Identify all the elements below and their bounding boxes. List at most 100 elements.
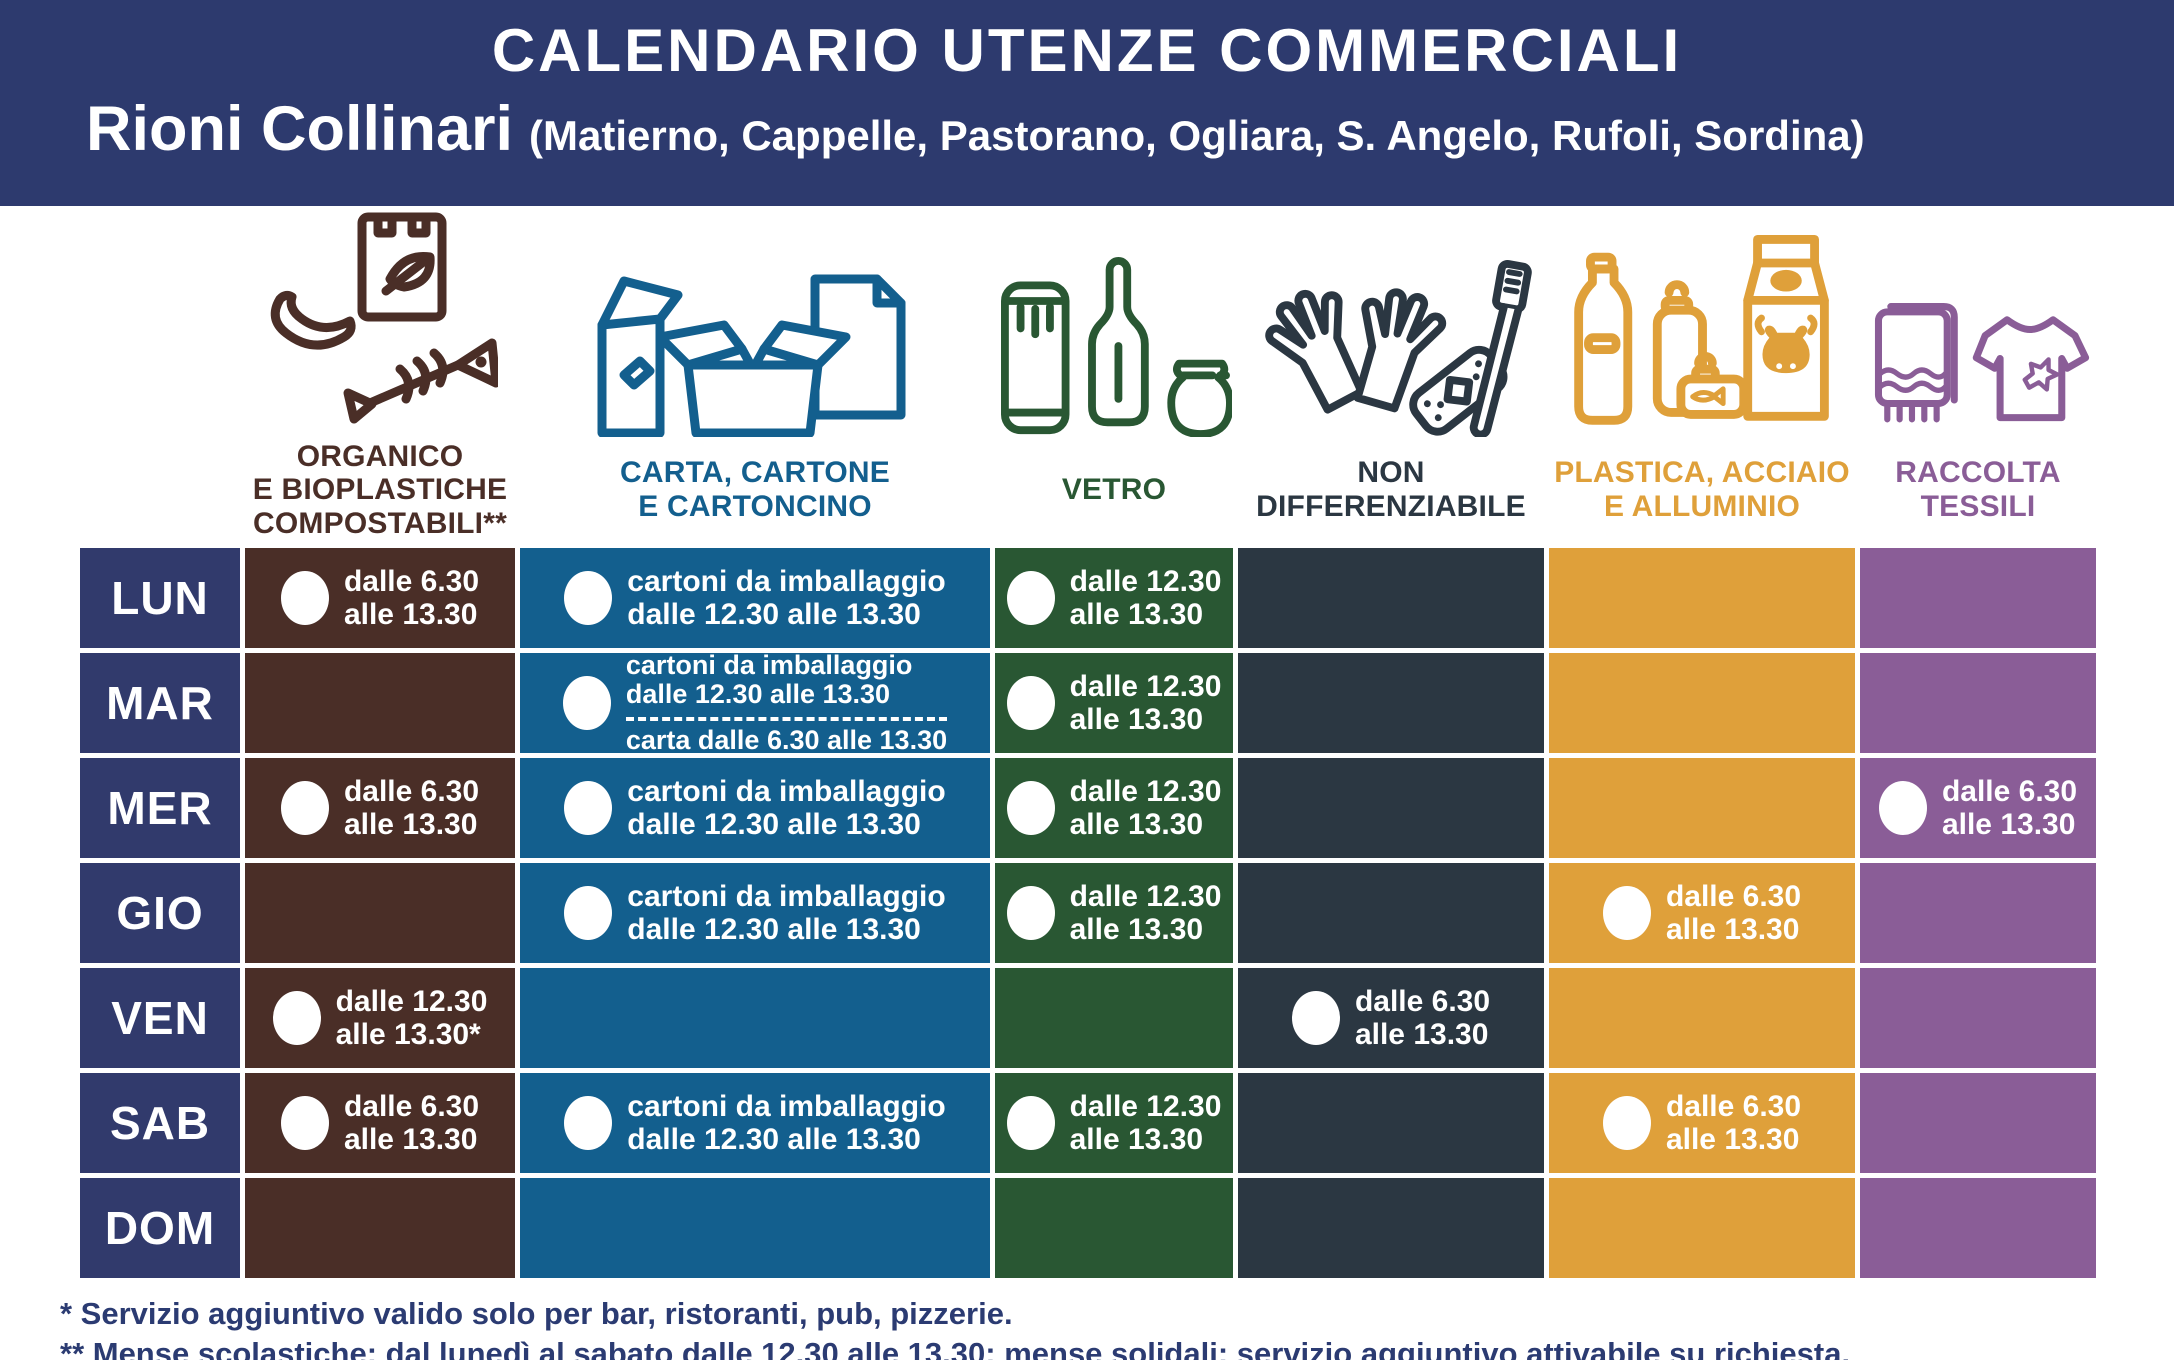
schedule-cell-gio-plastica: dalle 6.30 alle 13.30	[1549, 863, 1855, 963]
category-label-vetro: VETRO	[1061, 473, 1167, 507]
schedule-cell-mer-nondiff	[1238, 758, 1544, 858]
footnote-double-asterisk: ** Mense scolastiche: dal lunedì al saba…	[60, 1336, 1851, 1360]
collection-dot	[1291, 991, 1340, 1045]
schedule-cell-mar-tessili	[1860, 653, 2096, 753]
collection-dot	[564, 781, 613, 835]
schedule-cell-sab-plastica: dalle 6.30 alle 13.30	[1549, 1073, 1855, 1173]
schedule-cell-dom-vetro	[995, 1178, 1233, 1278]
collection-dot	[280, 571, 329, 625]
category-label-carta: CARTA, CARTONE E CARTONCINO	[619, 456, 891, 523]
day-header-sab: SAB	[80, 1073, 240, 1173]
collection-time-text: cartoni da imballaggio dalle 12.30 alle …	[625, 650, 948, 755]
schedule-cell-ven-tessili	[1860, 968, 2096, 1068]
plastic-steel-aluminium-icon	[1555, 206, 1850, 437]
collection-time-text: dalle 6.30 alle 13.30	[1665, 880, 1802, 946]
schedule-cell-gio-carta: cartoni da imballaggio dalle 12.30 alle …	[520, 863, 990, 963]
day-header-dom: DOM	[80, 1178, 240, 1278]
collection-dot	[280, 1096, 329, 1150]
category-labels-row: ORGANICO E BIOPLASTICHE COMPOSTABILI** C…	[80, 434, 2096, 546]
page-title: CALENDARIO UTENZE COMMERCIALI	[491, 17, 1683, 84]
collection-time-text: dalle 6.30 alle 13.30	[1941, 775, 2078, 841]
collection-dot	[1006, 886, 1055, 940]
collection-dot	[1006, 676, 1055, 730]
schedule-cell-gio-vetro: dalle 12.30 alle 13.30	[995, 863, 1233, 963]
schedule-cell-mer-tessili: dalle 6.30 alle 13.30	[1860, 758, 2096, 858]
day-header-lun: LUN	[80, 548, 240, 648]
collection-time-text: dalle 12.30 alle 13.30	[1069, 880, 1222, 946]
day-header-mer: MER	[80, 758, 240, 858]
day-header-ven: VEN	[80, 968, 240, 1068]
schedule-cell-sab-tessili	[1860, 1073, 2096, 1173]
category-label-tessili: RACCOLTA TESSILI	[1895, 456, 2061, 523]
schedule-cell-mer-carta: cartoni da imballaggio dalle 12.30 alle …	[520, 758, 990, 858]
category-label-plastica: PLASTICA, ACCIAIO E ALLUMINIO	[1554, 456, 1850, 523]
schedule-cell-mar-carta: cartoni da imballaggio dalle 12.30 alle …	[520, 650, 990, 755]
collection-time-text: dalle 6.30 alle 13.30	[343, 565, 480, 631]
schedule-cell-lun-tessili	[1860, 548, 2096, 648]
glass-icon	[997, 256, 1232, 437]
collection-dot	[1006, 571, 1055, 625]
schedule-cell-dom-nondiff	[1238, 1178, 1544, 1278]
collection-time-text: cartoni da imballaggio dalle 12.30 alle …	[627, 880, 946, 946]
collection-dot	[564, 886, 613, 940]
schedule-grid: LUN dalle 6.30 alle 13.30 cartoni da imbal…	[80, 548, 2096, 1278]
collection-dot	[564, 571, 613, 625]
schedule-cell-mer-vetro: dalle 12.30 alle 13.30	[995, 758, 1233, 858]
day-header-gio: GIO	[80, 863, 240, 963]
category-label-organico: ORGANICO E BIOPLASTICHE COMPOSTABILI**	[252, 439, 508, 540]
collection-dot	[562, 676, 611, 730]
collection-time-text: dalle 6.30 alle 13.30	[1665, 1090, 1802, 1156]
day-header-mar: MAR	[80, 653, 240, 753]
zone-districts: (Matierno, Cappelle, Pastorano, Ogliara,…	[529, 112, 1865, 159]
zone-line: Rioni Collinari (Matierno, Cappelle, Pas…	[0, 93, 2174, 165]
schedule-cell-lun-carta: cartoni da imballaggio dalle 12.30 alle …	[520, 548, 990, 648]
schedule-cell-sab-organico: dalle 6.30 alle 13.30	[245, 1073, 515, 1173]
schedule-cell-sab-vetro: dalle 12.30 alle 13.30	[995, 1073, 1233, 1173]
schedule-cell-ven-vetro	[995, 968, 1233, 1068]
schedule-cell-mar-nondiff	[1238, 653, 1544, 753]
collection-time-text: cartoni da imballaggio dalle 12.30 alle …	[627, 565, 946, 631]
footnotes: * Servizio aggiuntivo valido solo per ba…	[60, 1294, 2174, 1360]
collection-dot	[1602, 1096, 1651, 1150]
collection-time-text: dalle 12.30 alle 13.30	[1069, 565, 1222, 631]
category-label-non-differenziabile: NON DIFFERENZIABILE	[1256, 456, 1526, 523]
schedule-cell-ven-carta	[520, 968, 990, 1068]
schedule-cell-ven-plastica	[1549, 968, 1855, 1068]
footnote-asterisk: * Servizio aggiuntivo valido solo per ba…	[60, 1296, 1013, 1331]
non-recyclable-icon	[1244, 255, 1539, 437]
schedule-cell-dom-organico	[245, 1178, 515, 1278]
schedule-cell-dom-tessili	[1860, 1178, 2096, 1278]
collection-time-text: dalle 6.30 alle 13.30	[343, 775, 480, 841]
collection-time-text: dalle 6.30 alle 13.30	[1354, 985, 1491, 1051]
schedule-cell-lun-nondiff	[1238, 548, 1544, 648]
schedule-cell-ven-organico: dalle 12.30 alle 13.30*	[245, 968, 515, 1068]
schedule-cell-mer-organico: dalle 6.30 alle 13.30	[245, 758, 515, 858]
schedule-cell-lun-plastica	[1549, 548, 1855, 648]
collection-dot	[1878, 781, 1927, 835]
category-icons-row	[80, 206, 2096, 437]
collection-time-text: dalle 12.30 alle 13.30	[1069, 1090, 1222, 1156]
schedule-cell-sab-carta: cartoni da imballaggio dalle 12.30 alle …	[520, 1073, 990, 1173]
schedule-cell-dom-plastica	[1549, 1178, 1855, 1278]
collection-time-text: dalle 12.30 alle 13.30	[1069, 670, 1222, 736]
schedule-cell-lun-organico: dalle 6.30 alle 13.30	[245, 548, 515, 648]
schedule-cell-mer-plastica	[1549, 758, 1855, 858]
collection-time-text: cartoni da imballaggio dalle 12.30 alle …	[627, 775, 946, 841]
schedule-cell-mar-vetro: dalle 12.30 alle 13.30	[995, 653, 1233, 753]
schedule-cell-gio-organico	[245, 863, 515, 963]
schedule-cell-mar-plastica	[1549, 653, 1855, 753]
schedule-cell-gio-tessili	[1860, 863, 2096, 963]
zone-name: Rioni Collinari	[86, 94, 514, 164]
header-band: CALENDARIO UTENZE COMMERCIALI Rioni Coll…	[0, 0, 2174, 206]
collection-dot	[1602, 886, 1651, 940]
organic-waste-icon	[262, 207, 498, 437]
paper-cardboard-icon	[590, 267, 920, 437]
collection-dot	[1006, 1096, 1055, 1150]
schedule-cell-gio-nondiff	[1238, 863, 1544, 963]
collection-time-text: cartoni da imballaggio dalle 12.30 alle …	[627, 1090, 946, 1156]
dashed-divider	[625, 716, 948, 721]
collection-dot	[1006, 781, 1055, 835]
schedule-cell-sab-nondiff	[1238, 1073, 1544, 1173]
schedule-cell-lun-vetro: dalle 12.30 alle 13.30	[995, 548, 1233, 648]
